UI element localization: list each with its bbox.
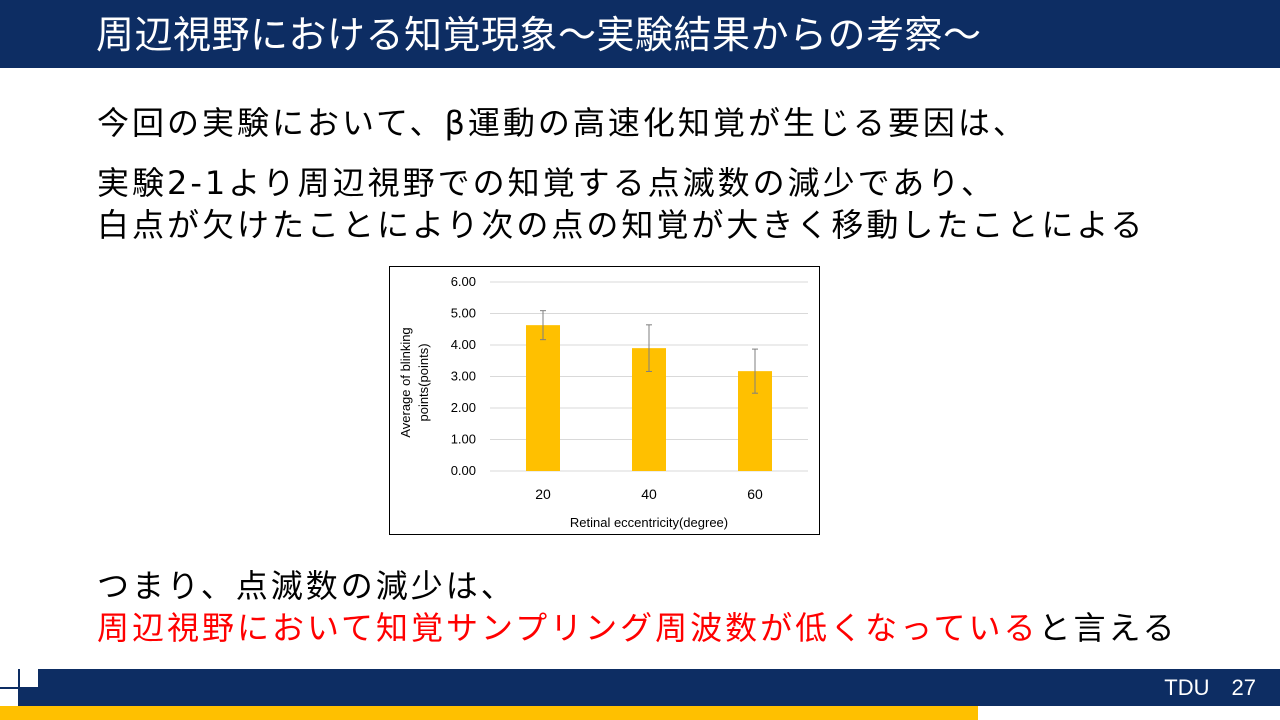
page-number: 27 [1231, 675, 1256, 700]
conclusion-highlight: 周辺視野において知覚サンプリング周波数が低くなっている [97, 609, 1039, 647]
x-tick-label: 40 [641, 486, 657, 502]
y-axis-label: Average of blinking [398, 327, 413, 437]
y-tick-label: 1.00 [451, 432, 476, 447]
slide-title: 周辺視野における知覚現象～実験結果からの考察～ [96, 13, 982, 57]
x-tick-label: 20 [535, 486, 551, 502]
y-tick-label: 4.00 [451, 337, 476, 352]
y-tick-label: 6.00 [451, 274, 476, 289]
bar-chart-svg: 0.00 1.00 2.00 3.00 4.00 5.00 6.00 20 40 60 Retina… [398, 274, 808, 530]
conclusion-tail: と言える [1038, 609, 1178, 647]
footer-square-decoration [20, 669, 38, 687]
footer-label: TDU 27 [1164, 669, 1256, 706]
footer-accent-stripe [0, 706, 978, 720]
y-tick-label: 3.00 [451, 369, 476, 384]
x-axis-label: Retinal eccentricity(degree) [570, 515, 728, 530]
y-tick-label: 0.00 [451, 463, 476, 478]
bar [526, 325, 560, 471]
body-line-1: 今回の実験において、β運動の高速化知覚が生じる要因は、 [97, 104, 1028, 142]
y-tick-label: 2.00 [451, 400, 476, 415]
x-tick-label: 60 [747, 486, 763, 502]
conclusion-line-1: つまり、点滅数の減少は、 [97, 567, 516, 605]
footer-bar [0, 669, 1280, 706]
conclusion-line-2: 周辺視野において知覚サンプリング周波数が低くなっていると言える [97, 603, 1178, 649]
y-axis-label: points(points) [416, 343, 431, 421]
body-line-3: 白点が欠けたことにより次の点の知覚が大きく移動したことによる [97, 206, 1146, 244]
y-tick-label: 5.00 [451, 306, 476, 321]
footer-org: TDU [1164, 675, 1210, 700]
title-bar: 周辺視野における知覚現象～実験結果からの考察～ [0, 0, 1280, 68]
bar-chart: 0.00 1.00 2.00 3.00 4.00 5.00 6.00 20 40 60 Retina… [389, 266, 820, 535]
body-line-2: 実験2-1より周辺視野での知覚する点滅数の減少であり、 [97, 164, 997, 202]
footer-square-decoration [0, 669, 18, 687]
footer-square-decoration [0, 689, 18, 706]
